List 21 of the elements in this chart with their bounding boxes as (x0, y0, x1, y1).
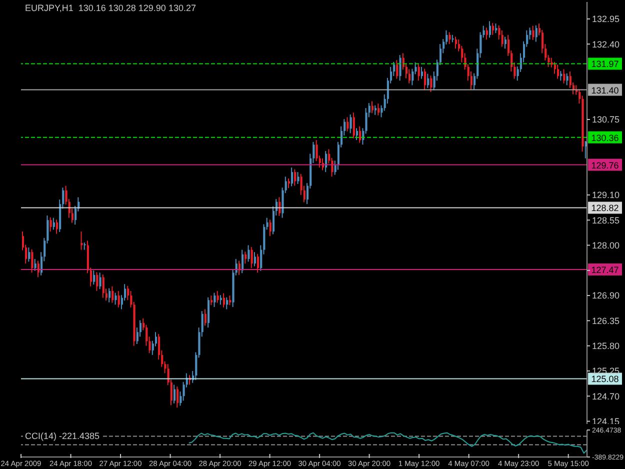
ref-line-label: 129.76 (591, 160, 619, 170)
y-tick-label: 130.75 (592, 114, 620, 125)
y-tick-label: 132.40 (592, 39, 620, 50)
y-tick-label: 132.95 (592, 14, 620, 24)
y-tick-label: 124.70 (592, 391, 620, 402)
ref-line-label: 130.36 (591, 132, 619, 143)
y-tick-label: 128.00 (592, 240, 620, 250)
y-tick-label: 125.80 (592, 341, 620, 352)
y-tick-label: 128.55 (592, 215, 620, 226)
candlestick (84, 242, 86, 250)
ref-line-label: 127.47 (591, 264, 619, 275)
y-tick-label: 126.35 (592, 316, 620, 326)
ref-line-label: 131.40 (591, 85, 619, 96)
ref-line-label: 131.97 (591, 59, 619, 70)
ref-line-label: 125.08 (591, 374, 619, 384)
chart-title: CCI(14) -221.4385 (24, 431, 101, 441)
line-series (188, 432, 588, 454)
y-tick-label: 126.90 (592, 290, 620, 301)
chart-title: EURJPY,H1 130.16 130.28 129.90 130.27 (24, 3, 197, 13)
y-tick-label: 129.10 (592, 190, 620, 200)
ref-line-label: 128.82 (591, 203, 619, 214)
